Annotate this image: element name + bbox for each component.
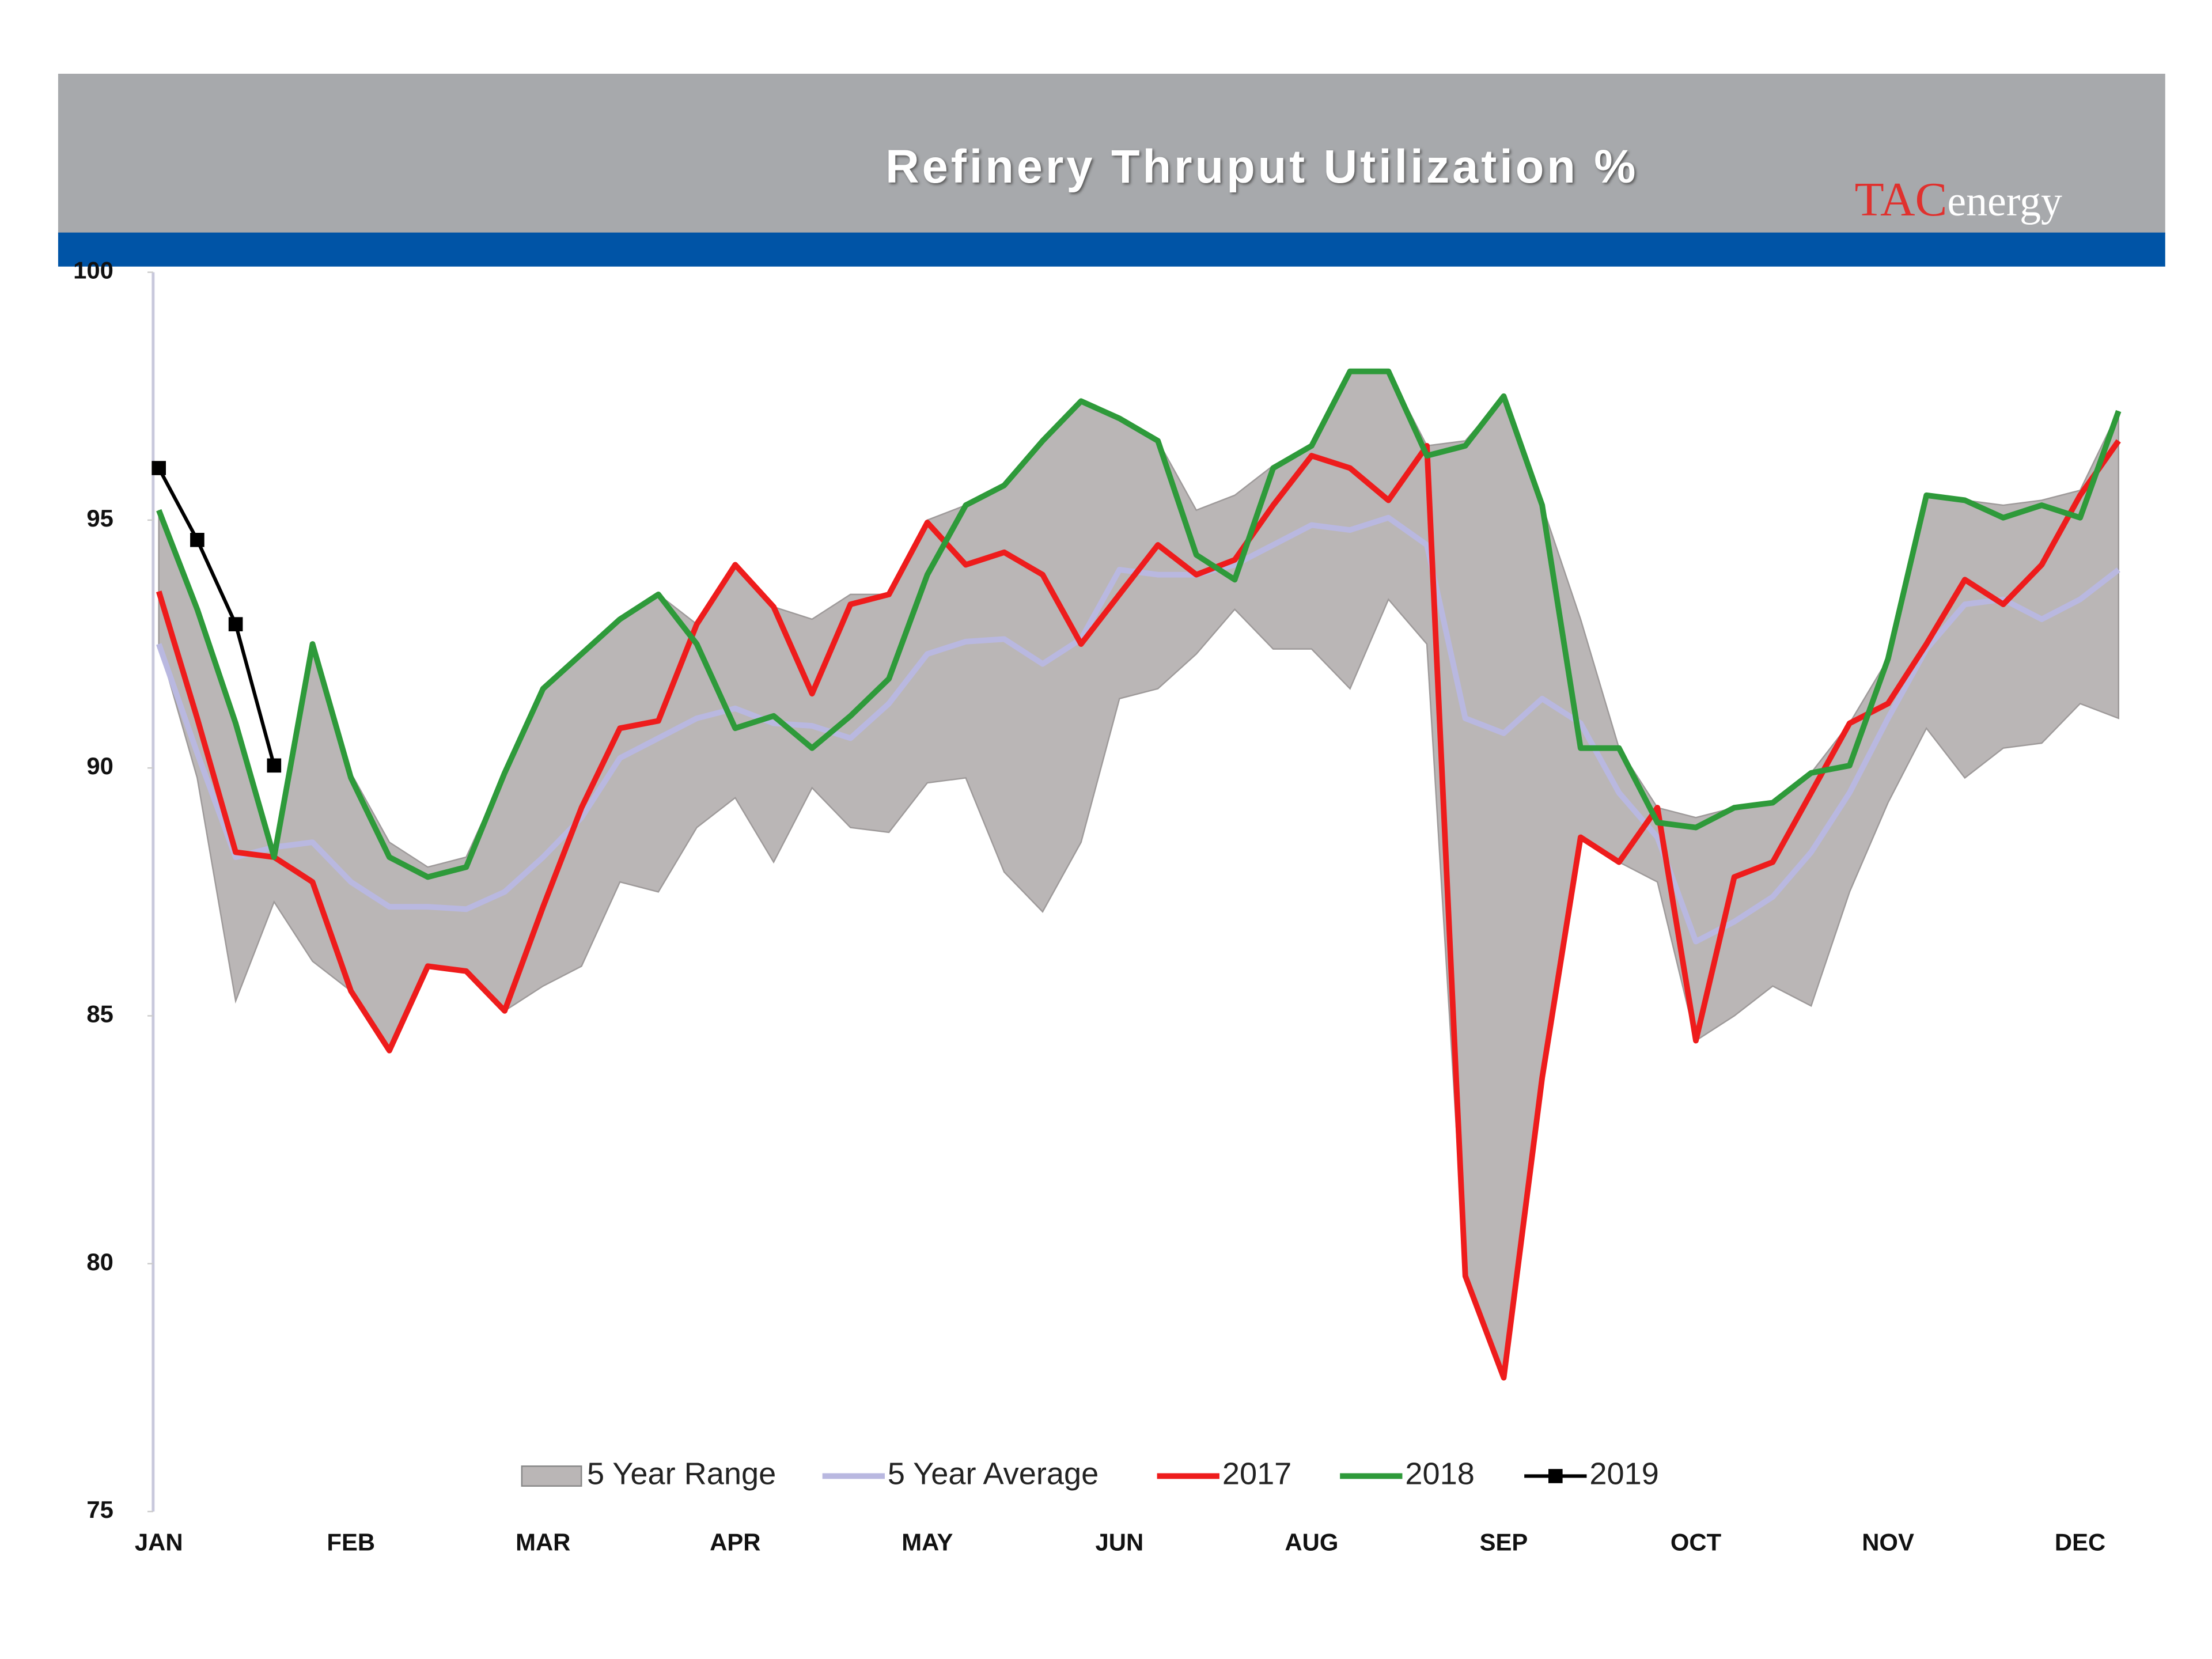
logo-brand: TAC [1855,173,1948,226]
x-tick-label: DEC [2055,1529,2105,1556]
x-tick-label: SEP [1480,1529,1528,1556]
series-marker [267,758,282,773]
legend-label: 5 Year Average [888,1457,1099,1491]
legend-swatch [521,1465,582,1487]
header-stripe [58,232,2165,267]
series-marker [151,461,166,475]
legend-label: 2019 [1589,1457,1658,1491]
x-tick-label: AUG [1285,1529,1338,1556]
x-tick-label: JAN [135,1529,183,1556]
series-line [156,439,2121,1381]
x-tick-label: OCT [1671,1529,1722,1556]
y-tick-label: 80 [86,1248,113,1275]
series-line [156,368,2122,880]
y-tick-label: 75 [86,1496,113,1523]
legend-marker [1548,1469,1563,1483]
legend-label: 2017 [1222,1457,1291,1491]
plot-area: 75 80 85 90 95 100 JAN FEB MAR APR MAY JUN AUG SEP OCT… [73,257,2122,1556]
legend-label: 2018 [1405,1457,1474,1491]
logo-suffix: energy [1947,177,2062,225]
chart-title: Refinery Thruput Utilization % [885,141,1638,193]
x-tick-label: APR [710,1529,760,1556]
series-marker [190,533,204,547]
series-line [157,467,276,766]
x-tick-label: MAR [516,1529,570,1556]
x-tick-label: MAY [902,1529,953,1556]
series-marker [228,617,243,631]
header-band [58,74,2165,234]
range-area [158,370,2120,1378]
y-tick-label: 95 [86,505,113,532]
x-tick-label: FEB [327,1529,375,1556]
x-tick-label: NOV [1862,1529,1914,1556]
legend-label: 5 Year Range [587,1457,776,1491]
x-tick-label: JUN [1096,1529,1144,1556]
logo: TACenergy [1855,173,2062,226]
y-tick-label: 90 [86,752,113,779]
y-tick-label: 100 [73,257,113,284]
y-tick-label: 85 [86,1000,113,1027]
